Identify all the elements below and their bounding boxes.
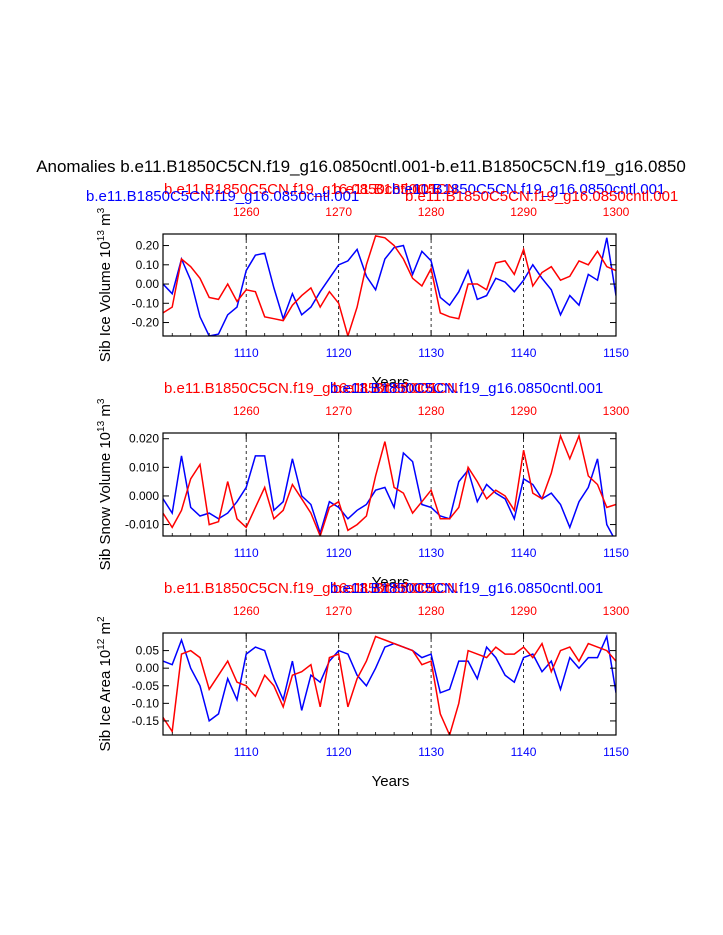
- y-tick-label: 0.05: [136, 644, 160, 658]
- series-title-overlap-red: b.e11.B1850C5CN: [333, 181, 458, 198]
- x-tick-label-top: 1290: [510, 404, 537, 418]
- x-axis-label: Years: [372, 374, 410, 391]
- x-tick-label-top: 1280: [418, 604, 445, 618]
- series-title-overlap-red: b.e11.B1850C5CN: [333, 580, 458, 597]
- series-line-blue: [163, 451, 614, 536]
- y-tick-label: -0.10: [132, 696, 160, 710]
- x-tick-label-bottom: 1150: [603, 346, 629, 360]
- y-tick-label: -0.15: [132, 714, 160, 728]
- x-tick-label-top: 1300: [603, 404, 630, 418]
- y-tick-label: 0.10: [136, 258, 160, 272]
- series-line-blue: [163, 633, 616, 723]
- x-tick-label-top: 1280: [418, 404, 445, 418]
- series-title-overlap-blue: b.e11.B1850C5CN.f19_g16.0850cntl.001: [392, 181, 665, 198]
- series-title-red-right: b.e11.B1850C5CN.f19_g16.0850cntl.001: [405, 188, 678, 205]
- y-axis-label: Sib Ice Area 1012 m2: [96, 616, 114, 752]
- panel-sib-ice-area: b.e11.B1850C5CN.f19_g16.0850cntl.001b.e1…: [96, 580, 630, 790]
- series-line-red: [163, 235, 616, 336]
- x-tick-label-top: 1280: [418, 205, 445, 219]
- series-line-red: [163, 433, 616, 536]
- plot-frame: [162, 233, 617, 337]
- x-tick-label-top: 1300: [603, 604, 630, 618]
- x-tick-label-bottom: 1140: [511, 346, 537, 360]
- y-label-text: Sib Snow Volume 10: [97, 432, 114, 570]
- x-tick-label-top: 1270: [325, 604, 352, 618]
- x-tick-label-bottom: 1140: [511, 546, 537, 560]
- y-axis-label: Sib Snow Volume 1013 m3: [96, 398, 114, 570]
- y-axis-label: Sib Ice Volume 1013 m3: [96, 207, 114, 362]
- y-tick-label: 0.20: [136, 239, 160, 253]
- y-label-exp: 12: [96, 638, 107, 650]
- y-tick-label: -0.10: [132, 296, 160, 310]
- series-title-red: b.e11.B1850C5CN.f19_g16.0850cntl.001: [164, 580, 437, 597]
- x-tick-label-bottom: 1150: [603, 745, 629, 759]
- y-tick-label: 0.00: [136, 277, 160, 291]
- x-tick-label-bottom: 1120: [326, 745, 352, 759]
- x-tick-label-bottom: 1110: [234, 745, 259, 759]
- x-tick-label-top: 1270: [325, 205, 352, 219]
- x-tick-label-bottom: 1120: [326, 346, 352, 360]
- series-title-blue: b.e11.B1850C5CN.f19_g16.0850cntl.001: [86, 188, 359, 205]
- series-title-overlap-red: b.e11.B1850C5CN: [333, 380, 458, 397]
- y-label-unit: m: [97, 622, 114, 639]
- y-label-text: Sib Ice Volume 10: [97, 241, 114, 362]
- x-tick-label-top: 1260: [233, 205, 260, 219]
- x-tick-label-top: 1260: [233, 404, 260, 418]
- y-label-unit-exp: 2: [96, 616, 107, 622]
- y-label-unit-exp: 3: [96, 207, 107, 213]
- y-tick-label: -0.010: [125, 518, 159, 532]
- x-tick-label-bottom: 1130: [418, 745, 444, 759]
- x-tick-label-bottom: 1110: [234, 546, 259, 560]
- x-tick-label-top: 1270: [325, 404, 352, 418]
- x-tick-label-bottom: 1150: [603, 546, 629, 560]
- x-tick-label-top: 1260: [233, 604, 260, 618]
- x-tick-label-bottom: 1120: [326, 546, 352, 560]
- y-tick-label: 0.020: [129, 432, 159, 446]
- y-tick-label: 0.00: [136, 661, 160, 675]
- y-tick-label: -0.20: [132, 316, 160, 330]
- series-title-red: b.e11.B1850C5CN.f19_g16.0850cntl.001: [164, 380, 437, 397]
- y-tick-label: -0.05: [132, 679, 160, 693]
- x-tick-label-bottom: 1130: [418, 346, 444, 360]
- x-tick-label-top: 1290: [510, 604, 537, 618]
- x-tick-label-bottom: 1140: [511, 745, 537, 759]
- x-axis-label: Years: [372, 574, 410, 591]
- series-title-red: b.e11.B1850C5CN.f19_g16.0850cntl.001: [164, 181, 437, 198]
- y-label-unit-exp: 3: [96, 398, 107, 404]
- panel-sib-snow-volume: b.e11.B1850C5CN.f19_g16.0850cntl.001b.e1…: [96, 380, 630, 591]
- y-label-text: Sib Ice Area 10: [97, 650, 114, 752]
- series-title-blue: b.e11.B1850C5CN.f19_g16.0850cntl.001: [330, 380, 603, 397]
- x-tick-label-top: 1300: [603, 205, 630, 219]
- y-label-exp: 13: [96, 420, 107, 432]
- x-tick-label-top: 1290: [510, 205, 537, 219]
- main-title: Anomalies b.e11.B1850C5CN.f19_g16.0850cn…: [36, 157, 686, 176]
- plot-frame: [162, 632, 617, 736]
- y-tick-label: 0.000: [129, 489, 159, 503]
- x-tick-label-bottom: 1110: [234, 346, 259, 360]
- plot-frame: [162, 432, 617, 537]
- y-label-unit: m: [97, 404, 114, 421]
- panel-sib-ice-volume: b.e11.B1850C5CN.f19_g16.0850cntl.001b.e1…: [86, 181, 678, 391]
- y-label-unit: m: [97, 213, 114, 230]
- y-tick-label: 0.010: [129, 460, 159, 474]
- x-axis-label: Years: [372, 773, 410, 790]
- y-label-exp: 13: [96, 230, 107, 242]
- series-line-red: [163, 635, 616, 735]
- x-tick-label-bottom: 1130: [418, 546, 444, 560]
- series-title-blue: b.e11.B1850C5CN.f19_g16.0850cntl.001: [330, 580, 603, 597]
